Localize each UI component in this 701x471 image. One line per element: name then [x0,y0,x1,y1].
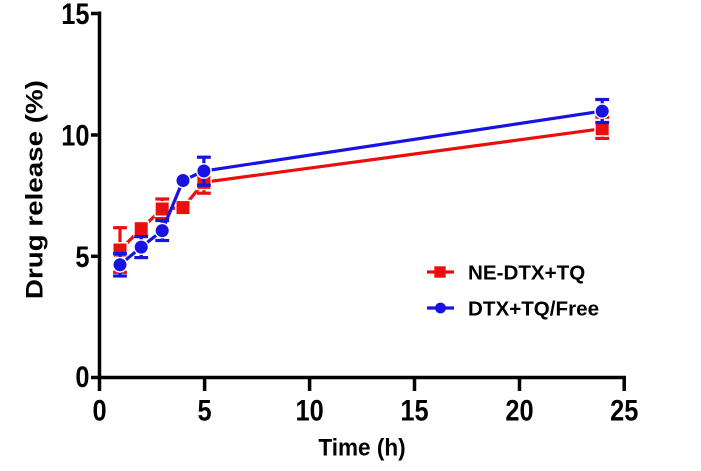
svg-text:0: 0 [75,360,89,393]
svg-text:DTX+TQ/Free: DTX+TQ/Free [468,298,599,321]
svg-text:0: 0 [92,393,106,426]
svg-text:25: 25 [610,393,638,426]
svg-text:10: 10 [295,393,323,426]
svg-text:10: 10 [61,119,89,152]
svg-text:5: 5 [198,393,212,426]
svg-text:NE-DTX+TQ: NE-DTX+TQ [468,262,585,285]
svg-text:Time (h): Time (h) [318,434,405,461]
svg-text:Drug release (%): Drug release (%) [22,80,48,299]
svg-text:20: 20 [505,393,533,426]
svg-text:15: 15 [400,393,428,426]
svg-text:5: 5 [75,240,89,273]
svg-text:15: 15 [61,0,89,30]
